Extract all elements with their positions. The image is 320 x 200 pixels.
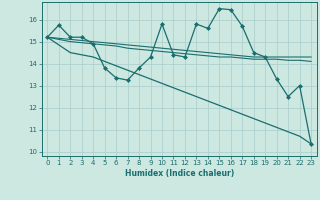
X-axis label: Humidex (Indice chaleur): Humidex (Indice chaleur) bbox=[124, 169, 234, 178]
